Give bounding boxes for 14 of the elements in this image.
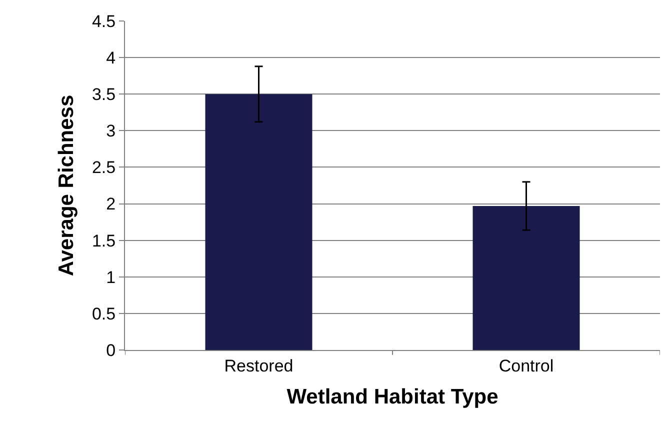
- y-tick-label: 1: [106, 268, 116, 287]
- y-tick-label: 3: [106, 122, 116, 141]
- y-tick-label: 3.5: [92, 85, 116, 104]
- y-tick-label: 0: [106, 340, 116, 360]
- y-tick-label: 0.5: [92, 304, 116, 324]
- y-tick-label: 1.5: [92, 231, 116, 250]
- y-tick-label: 2.5: [92, 158, 116, 178]
- x-tick-label: Restored: [224, 356, 294, 376]
- x-axis-title: Wetland Habitat Type: [286, 386, 498, 409]
- x-tick-label: Control: [498, 356, 554, 376]
- y-tick-label: 2: [106, 194, 116, 214]
- y-axis-title: Average Richness: [55, 94, 78, 276]
- y-tick-label: 4: [106, 48, 116, 68]
- y-tick-label: 4.5: [92, 12, 116, 31]
